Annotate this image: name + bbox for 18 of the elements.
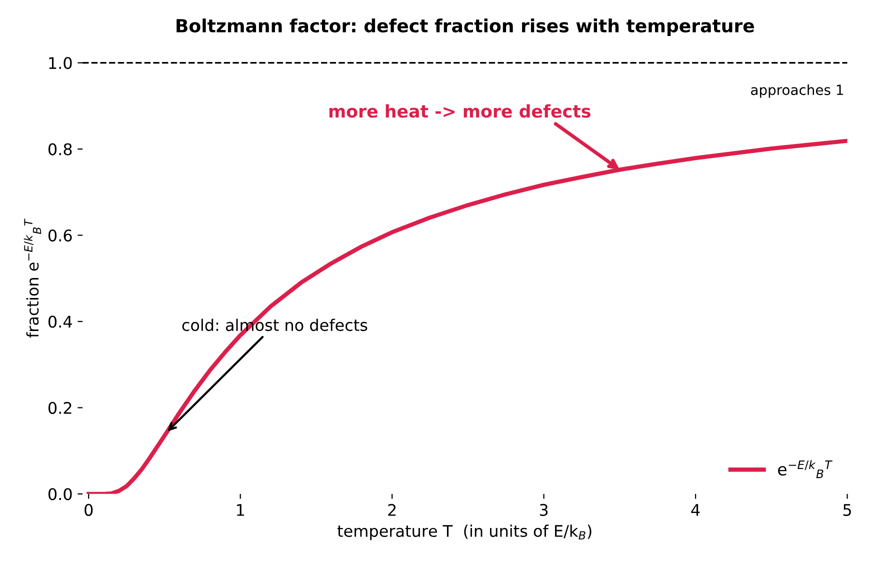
x-tick-label: 1 — [237, 504, 244, 516]
legend-label: e$^{−E/k}$$_{B}$$^{T}$ — [778, 460, 832, 478]
x-tick-label: 2 — [388, 504, 396, 516]
x-tick-label: 3 — [540, 504, 548, 516]
y-axis-title: fraction e$^{−E/k}$$_{B}$$^{T}$ — [24, 218, 42, 338]
y-tick-label: 0.2 — [48, 402, 72, 414]
annotation: more heat -> more defects — [329, 104, 590, 118]
ref-line-label: approaches 1 — [751, 84, 843, 98]
y-tick-label: 1.0 — [49, 57, 72, 70]
x-tick-label: 4 — [691, 504, 700, 516]
x-axis-title: temperature T (in units of E/k$_{B}$) — [337, 524, 592, 540]
x-tick-label: 5 — [843, 504, 851, 516]
y-tick-label: 0.8 — [48, 143, 72, 156]
y-tick-label: 0.6 — [48, 229, 72, 242]
chart-title: Boltzmann factor: defect fraction rises with temperature — [176, 18, 754, 36]
y-tick-label: 0.0 — [48, 488, 72, 500]
y-tick-label: 0.4 — [48, 316, 72, 328]
x-tick-label: 0 — [84, 504, 93, 516]
